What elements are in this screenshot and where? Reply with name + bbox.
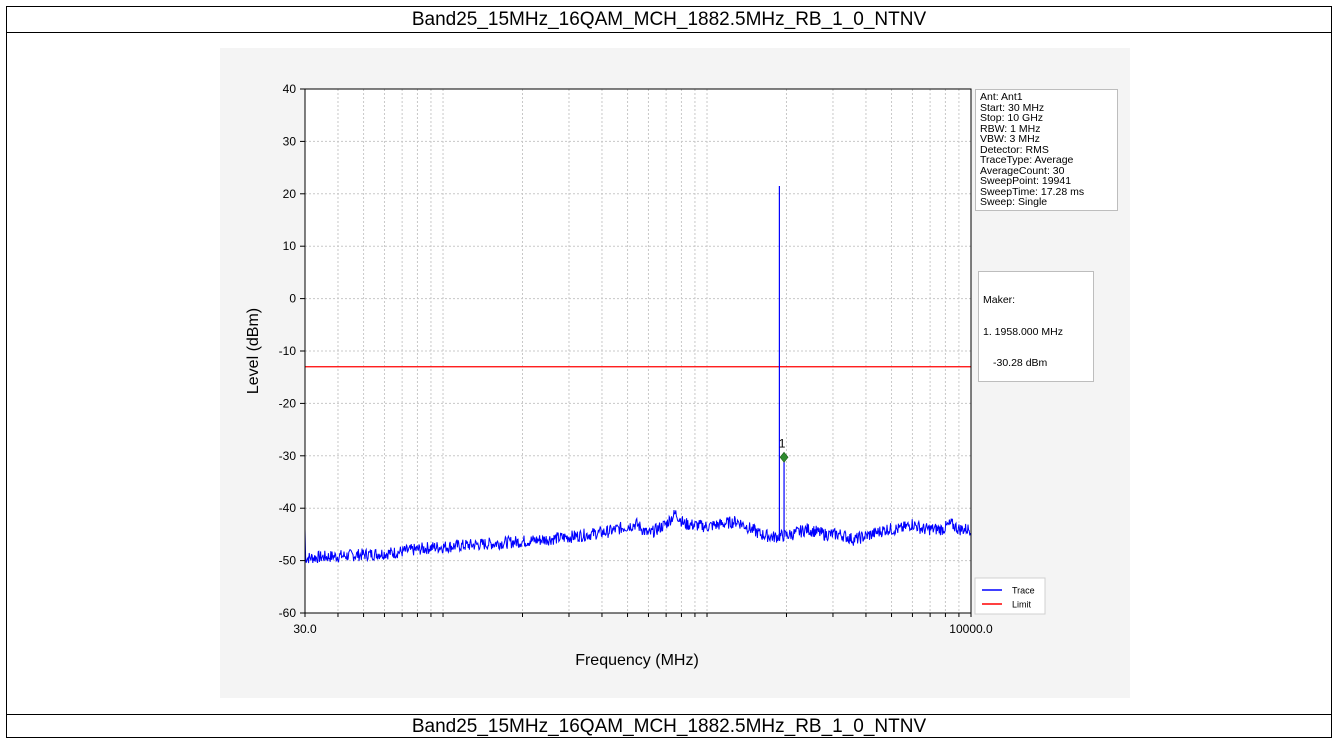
setting-line: Start: 30 MHz bbox=[980, 101, 1045, 114]
caption-top: Band25_15MHz_16QAM_MCH_1882.5MHz_RB_1_0_… bbox=[411, 9, 927, 30]
caption-bottom: Band25_15MHz_16QAM_MCH_1882.5MHz_RB_1_0_… bbox=[411, 716, 927, 737]
legend-box bbox=[974, 577, 1046, 615]
setting-line: VBW: 3 MHz bbox=[980, 133, 1040, 145]
setting-line: AverageCount: 30 bbox=[980, 164, 1065, 177]
setting-line: Sweep: Single bbox=[980, 196, 1048, 208]
marker-readout-box: Maker: 1. 1958.000 MHz -30.28 dBm bbox=[978, 271, 1094, 382]
marker-readout-level: -30.28 dBm bbox=[993, 357, 1048, 369]
marker-readout-title: Maker: bbox=[983, 294, 1016, 306]
y-tick-label: -40 bbox=[279, 501, 297, 515]
setting-line: Detector: RMS bbox=[980, 143, 1049, 156]
x-tick-label: 10000.0 bbox=[949, 622, 993, 636]
setting-line: TraceType: Average bbox=[980, 154, 1074, 166]
x-tick-label: 30.0 bbox=[293, 622, 317, 636]
table-frame bbox=[6, 6, 1332, 738]
plot-frame bbox=[304, 88, 972, 614]
y-tick-label: -30 bbox=[279, 449, 297, 463]
y-tick-label: -20 bbox=[279, 396, 297, 410]
trace-noise-floor bbox=[304, 510, 971, 564]
x-axis-label: Frequency (MHz) bbox=[575, 652, 699, 669]
y-axis-label: Level (dBm) bbox=[245, 308, 262, 394]
marker-label: 1 bbox=[779, 436, 786, 450]
y-tick-label: -60 bbox=[279, 606, 297, 620]
y-tick-label: 30 bbox=[283, 134, 297, 148]
y-tick-label: 20 bbox=[283, 187, 297, 201]
y-tick-label: -10 bbox=[279, 344, 297, 358]
y-tick-label: 40 bbox=[283, 82, 297, 96]
y-tick-label: 0 bbox=[289, 292, 296, 306]
legend-label: Trace bbox=[1012, 586, 1035, 596]
setting-line: SweepTime: 17.28 ms bbox=[980, 185, 1085, 198]
settings-box: Ant: Ant1 Start: 30 MHz Stop: 10 GHz RBW: 1… bbox=[975, 89, 1118, 211]
marker-point bbox=[779, 451, 789, 463]
setting-line: Ant: Ant1 bbox=[980, 91, 1023, 103]
y-tick-label: 10 bbox=[283, 239, 297, 253]
y-tick-label: -50 bbox=[279, 554, 297, 568]
setting-line: RBW: 1 MHz bbox=[980, 122, 1041, 135]
setting-line: SweepPoint: 19941 bbox=[980, 175, 1072, 187]
table-divider-bottom bbox=[6, 714, 1332, 715]
table-divider-top bbox=[6, 32, 1332, 33]
legend-label: Limit bbox=[1012, 600, 1032, 610]
marker-readout-frequency: 1. 1958.000 MHz bbox=[983, 325, 1063, 338]
setting-line: Stop: 10 GHz bbox=[980, 112, 1044, 124]
